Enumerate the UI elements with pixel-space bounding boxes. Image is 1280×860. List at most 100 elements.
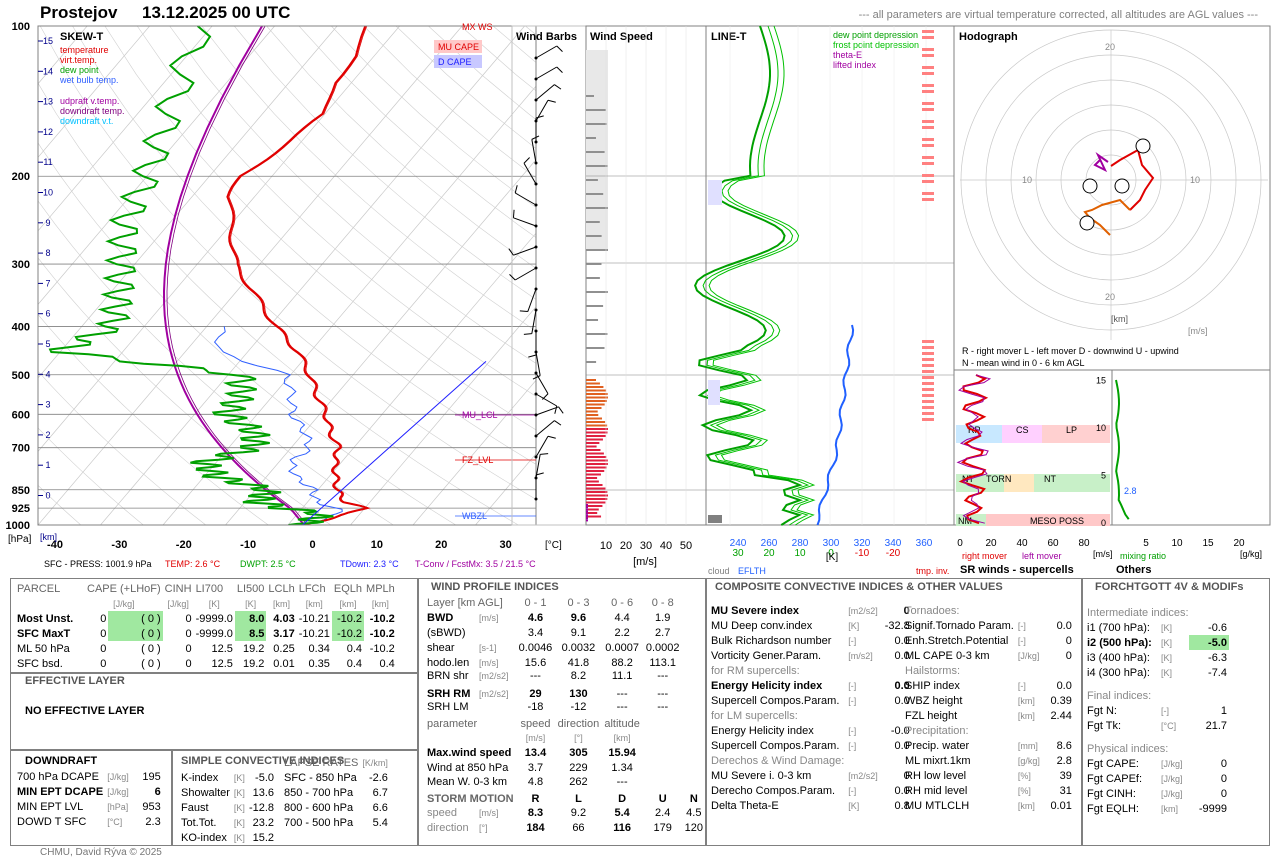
- wp-label: BWD: [427, 611, 454, 624]
- others-frame: [1111, 369, 1271, 526]
- composite-label: RH mid level: [905, 784, 968, 797]
- effective-panel: EFFECTIVE LAYER NO EFFECTIVE LAYER: [10, 672, 418, 750]
- wp-unit: [m/s]: [479, 657, 499, 668]
- windspeed-unit: [m/s]: [633, 556, 657, 568]
- fgt-unit: [K]: [1161, 637, 1173, 648]
- inversion-mark: [922, 192, 934, 195]
- lapse-value: 6.6: [372, 801, 388, 814]
- downdraft-table: 700 hPa DCAPE [J/kg] 195 MIN EPT DCAPE [J/kg…: [15, 769, 163, 829]
- isotherm: [100, 26, 525, 525]
- dry-adiabat: [525, 26, 536, 36]
- wp-col: 0 - 8: [651, 596, 674, 609]
- sr-y-tick: 10: [1096, 423, 1106, 433]
- storm-speed-label: speed: [427, 806, 457, 819]
- fgt-label: i3 (400 hPa):: [1087, 651, 1150, 664]
- lapse-label: SFC - 850 hPa: [284, 771, 357, 784]
- skewt-legend-item: downdraft v.t.: [60, 116, 113, 126]
- composite-value: 31: [1059, 784, 1072, 797]
- linet-k-tick: 240: [730, 538, 747, 549]
- km-tick-label: 8: [45, 248, 50, 258]
- wp-param-units: [m/s] [°] [km]: [425, 730, 705, 745]
- lapse-label: 700 - 500 hPa: [284, 816, 354, 829]
- pressure-tick-label: 925: [12, 503, 30, 515]
- isotherm: [38, 26, 213, 232]
- lapse-label: 800 - 600 hPa: [284, 801, 354, 814]
- cloud-mark: [708, 515, 722, 523]
- fgt-row: Fgt EQLH: [km] -9999: [1085, 801, 1229, 816]
- composite-value: [1042, 663, 1074, 678]
- windbarb-staff: [535, 66, 558, 80]
- composite-row: Supercell Compos.Param. [-] 0.0: [709, 693, 912, 708]
- simple-unit: [K]: [233, 832, 245, 843]
- lapse-unit: [K/km]: [362, 757, 388, 768]
- downdraft-row: MIN EPT DCAPE [J/kg] 6: [15, 784, 163, 799]
- composite-unit: [-]: [848, 785, 857, 796]
- windbarb-flag: [512, 209, 515, 218]
- composite-value: 0.39: [1050, 694, 1072, 707]
- windspeed-shade: [586, 50, 608, 250]
- composite-unit: [m2/s2]: [848, 770, 878, 781]
- dd-unit: [J/kg]: [107, 786, 129, 797]
- wp-row: SRH LM -18 -12 --- ---: [425, 700, 705, 715]
- composite-label: MU Deep conv.index: [711, 619, 813, 632]
- fgt-value: 0: [1220, 772, 1227, 785]
- composite-label: ML mixrt.1km: [905, 754, 971, 767]
- wp-row: BWD [m/s] 4.6 9.6 4.4 1.9: [425, 610, 705, 625]
- wp-row: BRN shr [m2/s2] --- 8.2 11.1 ---: [425, 670, 705, 685]
- fgt-unit: [°C]: [1161, 720, 1177, 731]
- linet-d-tick: 0: [828, 548, 834, 559]
- sr-x-tick: 20: [985, 538, 997, 549]
- fgt-row: Fgt N: [-] 1: [1085, 703, 1229, 718]
- hodograph-line-red: [1110, 148, 1155, 211]
- dry-adiabat: [363, 26, 536, 179]
- composite-unit: [K]: [848, 620, 860, 631]
- cell: [643, 760, 683, 775]
- hodograph-legend-1: R - right mover L - left mover D - downw…: [962, 346, 1179, 356]
- composite-label: Energy Helicity index: [711, 724, 814, 737]
- composite-label: Vorticity Gener.Param.: [711, 649, 822, 662]
- composite-value: 0.01: [1050, 799, 1072, 812]
- temp-tick-label: -40: [47, 539, 63, 551]
- parcel-cell: 12.5: [211, 657, 233, 670]
- storm-col: L: [575, 792, 582, 805]
- dry-adiabat: [104, 26, 536, 431]
- inversion-mark: [922, 126, 934, 129]
- composite-label: Enh.Stretch.Potential: [905, 634, 1009, 647]
- wp-param: speed: [520, 717, 551, 730]
- fgt-value: -6.3: [1208, 651, 1227, 664]
- windbarb-staff: [535, 406, 559, 416]
- parcel-col: CAPE (+LHoF): [87, 582, 161, 595]
- windbarb-flag: [540, 453, 549, 455]
- wp-param-row: parameter speed direction altitude: [425, 715, 705, 730]
- inversion-mark: [922, 72, 934, 75]
- skewt-legend-item: wet bulb temp.: [59, 75, 119, 85]
- composite-value: 2.44: [1050, 709, 1072, 722]
- linet-d-tick: 20: [763, 548, 775, 559]
- dd-value: 195: [142, 770, 161, 783]
- dry-adiabat: [136, 26, 536, 397]
- km-tick-label: 9: [45, 218, 50, 228]
- parcel-col: LCLh: [268, 582, 295, 595]
- others-x-tick: 15: [1202, 538, 1214, 549]
- skewt-legend-item: udpraft v.temp.: [60, 96, 119, 106]
- wp-value: 2.2: [614, 626, 630, 639]
- storm-speed: 2.4: [655, 806, 671, 819]
- windspeed-tick: 40: [660, 540, 672, 552]
- km-tick-label: 14: [43, 66, 53, 76]
- others-x-tick: 10: [1171, 538, 1183, 549]
- composite-unit: [-]: [1017, 620, 1026, 631]
- downdraft-panel: DOWNDRAFT 700 hPa DCAPE [J/kg] 195 MIN EPT …: [10, 750, 172, 846]
- theta-e-line: [816, 324, 855, 526]
- simple-unit: [K]: [233, 772, 245, 783]
- simple-header-row: LAPSE RATES [K/km]: [179, 755, 390, 770]
- parcel-col: MPLh: [366, 582, 395, 595]
- composite-row: Derechos & Wind Damage:: [709, 753, 912, 768]
- simple-value: -12.8: [248, 801, 275, 814]
- composite-row: Vorticity Gener.Param. [m/s2] 0.0: [709, 648, 912, 663]
- storm-header-row: STORM MOTION R L D U N: [425, 790, 705, 805]
- windbarb-flag: [509, 274, 516, 281]
- pressure-tick-label: 200: [12, 171, 30, 183]
- km-tick-label: 5: [45, 339, 50, 349]
- windspeed-title: Wind Speed: [590, 31, 653, 43]
- parcel-col: EQLh: [333, 582, 363, 595]
